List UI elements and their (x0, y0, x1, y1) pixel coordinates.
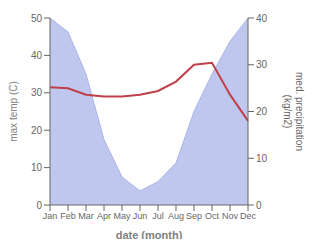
svg-text:0: 0 (256, 200, 262, 211)
svg-text:Oct: Oct (205, 211, 220, 221)
svg-text:Jul: Jul (152, 211, 164, 221)
svg-text:30: 30 (31, 87, 43, 98)
svg-text:20: 20 (256, 106, 268, 117)
svg-text:Nov: Nov (222, 211, 239, 221)
svg-text:date (month): date (month) (116, 229, 183, 239)
svg-text:10: 10 (256, 153, 268, 164)
svg-text:May: May (113, 211, 131, 221)
svg-text:Apr: Apr (97, 211, 111, 221)
svg-text:40: 40 (256, 13, 268, 24)
svg-text:10: 10 (31, 162, 43, 173)
svg-text:max temp (C): max temp (C) (8, 81, 19, 142)
svg-text:med. precipitation(kg/m2): med. precipitation(kg/m2) (282, 72, 305, 151)
svg-text:30: 30 (256, 59, 268, 70)
svg-text:Feb: Feb (60, 211, 76, 221)
svg-text:Jan: Jan (43, 211, 58, 221)
svg-text:50: 50 (31, 13, 43, 24)
svg-text:Aug: Aug (168, 211, 184, 221)
svg-text:20: 20 (31, 125, 43, 136)
svg-text:Mar: Mar (78, 211, 94, 221)
svg-text:Jun: Jun (133, 211, 148, 221)
svg-text:0: 0 (36, 200, 42, 211)
svg-text:40: 40 (31, 50, 43, 61)
svg-text:Sep: Sep (186, 211, 202, 221)
svg-text:Dec: Dec (240, 211, 257, 221)
